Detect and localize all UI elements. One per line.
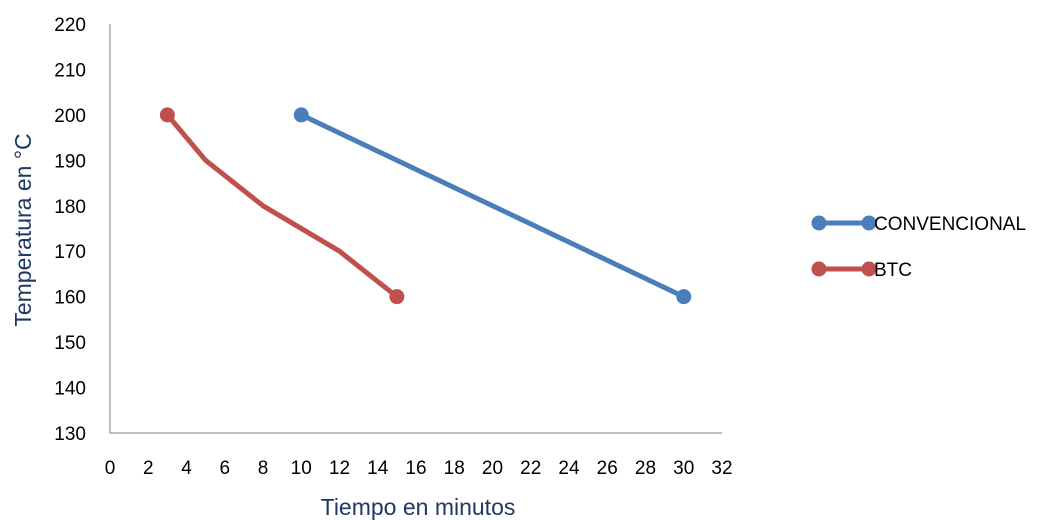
x-tick-label: 12 xyxy=(329,458,350,479)
x-tick-label: 32 xyxy=(711,458,732,479)
x-tick-label: 16 xyxy=(405,458,426,479)
legend-item-btc: BTC xyxy=(811,260,912,281)
y-axis-ticks: 130 140 150 160 170 180 190 200 210 220 xyxy=(54,15,86,445)
x-tick-label: 18 xyxy=(444,458,465,479)
y-tick-label: 140 xyxy=(54,379,86,400)
legend-marker xyxy=(861,215,877,231)
y-tick-label: 160 xyxy=(54,288,86,309)
y-tick-label: 150 xyxy=(54,333,86,354)
data-point-convencional xyxy=(293,107,309,123)
legend-item-convencional: CONVENCIONAL xyxy=(811,214,1026,235)
x-tick-label: 30 xyxy=(673,458,694,479)
x-tick-label: 24 xyxy=(558,458,580,479)
x-tick-label: 20 xyxy=(482,458,503,479)
x-tick-label: 8 xyxy=(258,458,269,479)
y-tick-label: 130 xyxy=(54,424,86,445)
y-tick-label: 180 xyxy=(54,197,86,218)
x-tick-label: 26 xyxy=(597,458,618,479)
data-point-convencional xyxy=(676,289,692,305)
y-tick-label: 170 xyxy=(54,242,86,263)
series-layer xyxy=(159,107,692,305)
legend-label: BTC xyxy=(874,260,912,281)
x-axis-title: Tiempo en minutos xyxy=(321,494,516,520)
x-tick-label: 2 xyxy=(143,458,154,479)
x-tick-label: 28 xyxy=(635,458,656,479)
x-axis-ticks: 0 2 4 6 8 10 12 14 16 18 20 22 24 26 28 30 32 xyxy=(105,458,733,479)
x-tick-label: 6 xyxy=(219,458,230,479)
x-tick-label: 0 xyxy=(105,458,116,479)
axes xyxy=(109,24,722,434)
y-tick-label: 210 xyxy=(54,60,86,81)
legend: CONVENCIONAL BTC xyxy=(811,214,1026,281)
x-tick-label: 10 xyxy=(291,458,312,479)
series-line-btc xyxy=(164,112,400,300)
data-point-btc xyxy=(389,289,405,305)
x-tick-label: 4 xyxy=(181,458,192,479)
legend-marker xyxy=(861,261,877,277)
y-tick-label: 190 xyxy=(54,151,86,172)
y-tick-label: 220 xyxy=(54,15,86,36)
legend-label: CONVENCIONAL xyxy=(874,214,1026,235)
y-tick-label: 200 xyxy=(54,106,86,127)
legend-marker xyxy=(811,215,827,231)
x-tick-label: 14 xyxy=(367,458,389,479)
y-axis-title: Temperatura en °C xyxy=(10,133,36,326)
legend-marker xyxy=(811,261,827,277)
data-point-btc xyxy=(159,107,175,123)
x-tick-label: 22 xyxy=(520,458,541,479)
series-line-convencional xyxy=(298,112,687,300)
